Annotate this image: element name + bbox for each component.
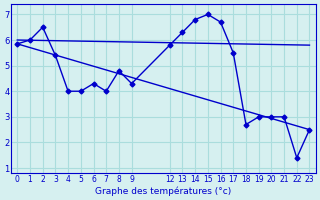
X-axis label: Graphe des températures (°c): Graphe des températures (°c) (95, 186, 231, 196)
